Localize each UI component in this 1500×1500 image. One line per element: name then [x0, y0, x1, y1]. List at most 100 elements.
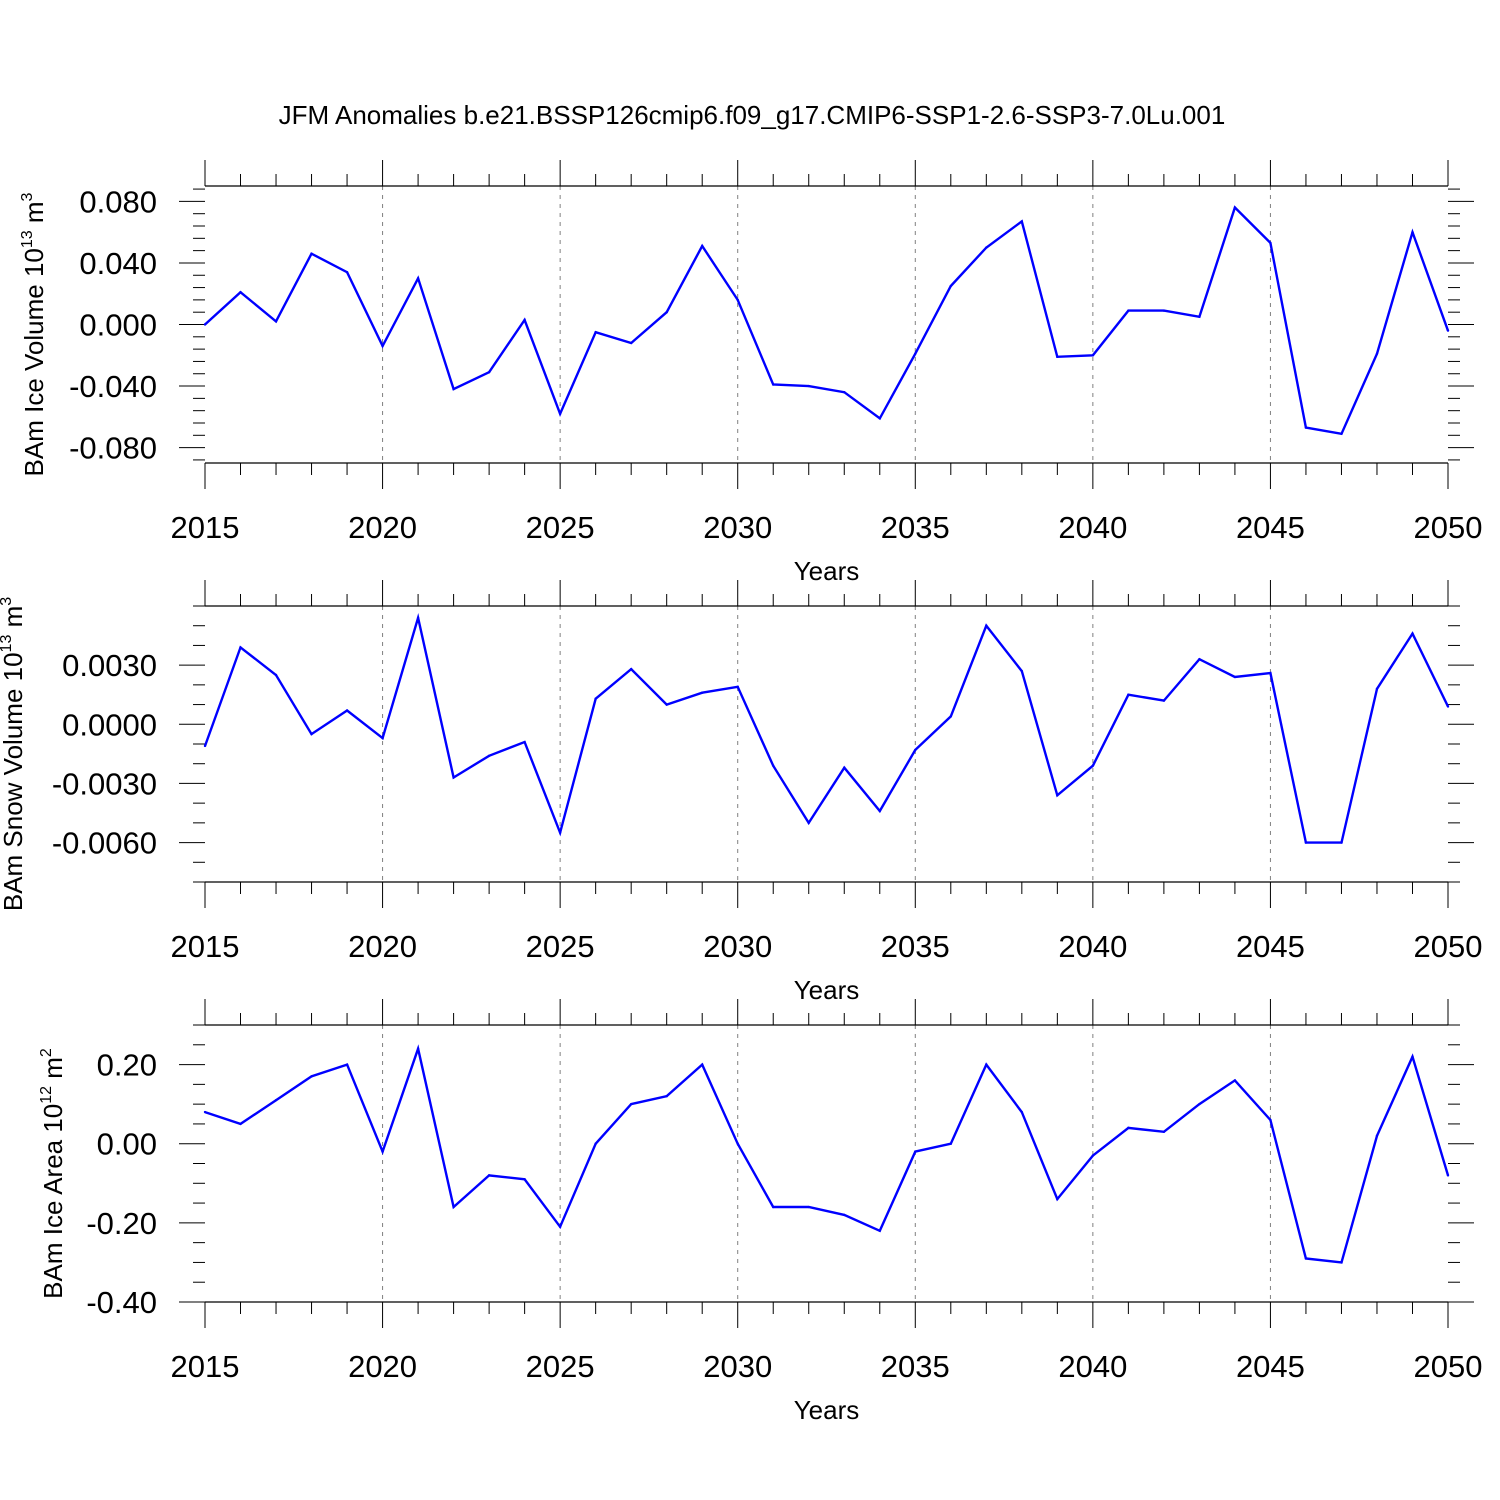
- series-line-ice-area: [204, 1044, 1450, 1264]
- data-point-2029: [701, 244, 704, 248]
- data-point-2038: [1020, 669, 1024, 673]
- data-point-2025: [558, 412, 562, 415]
- panel-ice-area: -0.40 -0.20 0.00 0.20 2015 2020 2025 2030 2035 20…: [38, 999, 1482, 1425]
- data-point-2021: [416, 616, 420, 620]
- x-tick-label: 2035: [881, 510, 950, 545]
- data-point-2036: [949, 284, 952, 288]
- data-point-2042: [1162, 1130, 1166, 1134]
- x-tick-label: 2050: [1414, 929, 1483, 964]
- data-point-2020: [381, 344, 384, 348]
- x-tick-label: 2045: [1236, 510, 1305, 545]
- y-tick-label: 0.00: [97, 1127, 157, 1162]
- x-tick-label: 2040: [1058, 510, 1127, 545]
- data-point-2018: [310, 252, 313, 255]
- figure-title: JFM Anomalies b.e21.BSSP126cmip6.f09_g17…: [279, 100, 1226, 130]
- data-point-2039: [1056, 355, 1059, 359]
- data-point-2032: [807, 821, 810, 825]
- data-point-2037: [985, 624, 988, 627]
- y-axis-title-unit: m: [38, 1057, 68, 1086]
- x-tick-label: 2030: [703, 929, 772, 964]
- data-point-2021: [416, 277, 420, 280]
- y-tick-label: -0.0060: [52, 826, 157, 861]
- x-axis-title: Years: [794, 1395, 860, 1425]
- x-tick-label: 2025: [526, 510, 595, 545]
- data-point-2025: [558, 1225, 562, 1229]
- x-tick-label: 2030: [703, 1349, 772, 1384]
- data-point-2019: [345, 1063, 349, 1066]
- data-point-2046: [1304, 841, 1308, 844]
- data-point-2044: [1233, 206, 1237, 209]
- data-point-2039: [1056, 794, 1059, 797]
- data-point-2043: [1198, 658, 1201, 661]
- y-axis-title-main: BAm Ice Area 10: [38, 1104, 68, 1299]
- data-point-2043: [1198, 315, 1201, 319]
- data-point-2048: [1375, 1134, 1379, 1138]
- data-point-2026: [594, 697, 597, 700]
- y-tick-label: -0.040: [69, 369, 157, 404]
- panel-ice-volume: -0.080 -0.040 0.000 0.040 0.080 2015 2020 2025 2…: [19, 160, 1482, 586]
- data-point-2021: [416, 1047, 420, 1050]
- data-point-2027: [629, 1102, 633, 1106]
- data-point-2016: [239, 290, 242, 294]
- data-point-2035: [914, 1150, 917, 1153]
- y-tick-label: 0.0030: [62, 648, 157, 683]
- data-point-2030: [736, 298, 739, 302]
- data-point-2028: [665, 1095, 668, 1098]
- data-point-2024: [523, 1178, 526, 1181]
- data-point-2046: [1304, 1257, 1308, 1260]
- data-point-2047: [1340, 432, 1343, 435]
- y-axis-title-unit-exponent: 3: [0, 597, 15, 606]
- data-point-2050: [1446, 329, 1450, 332]
- x-tick-label: 2015: [171, 929, 240, 964]
- data-point-2017: [274, 1098, 278, 1102]
- x-tick-label: 2040: [1058, 1349, 1127, 1384]
- data-point-2044: [1233, 1079, 1237, 1082]
- x-tick-label: 2015: [171, 510, 240, 545]
- data-point-2040: [1091, 764, 1095, 767]
- data-point-2020: [381, 736, 384, 740]
- data-point-2033: [843, 391, 846, 394]
- data-point-2026: [594, 1142, 597, 1145]
- data-point-2024: [523, 740, 526, 744]
- data-point-2038: [1020, 220, 1024, 223]
- data-point-2030: [736, 685, 739, 689]
- y-axis-title-unit-exponent: 3: [19, 192, 36, 201]
- y-tick-label: 0.000: [79, 308, 157, 343]
- data-point-2034: [878, 417, 881, 420]
- y-tick-label: -0.080: [69, 431, 157, 466]
- data-point-2042: [1162, 699, 1166, 702]
- data-point-2018: [310, 1075, 313, 1078]
- data-point-2019: [345, 709, 349, 712]
- data-point-2032: [807, 384, 810, 388]
- y-axis-title-unit-exponent: 2: [38, 1048, 55, 1057]
- data-point-2025: [558, 831, 562, 834]
- data-point-2048: [1375, 687, 1379, 690]
- data-point-2040: [1091, 1154, 1095, 1157]
- y-axis-title-exponent: 12: [38, 1086, 55, 1104]
- data-point-2043: [1198, 1102, 1201, 1106]
- series-line-snow-volume: [203, 613, 1450, 844]
- data-point-2020: [381, 1150, 384, 1153]
- data-point-2049: [1411, 632, 1414, 635]
- data-point-2044: [1233, 675, 1237, 679]
- data-point-2031: [772, 383, 775, 386]
- data-point-2042: [1162, 309, 1166, 312]
- data-point-2023: [487, 754, 491, 758]
- data-point-2035: [914, 748, 917, 752]
- x-tick-label: 2020: [348, 929, 417, 964]
- data-point-2036: [949, 1142, 952, 1145]
- data-point-2050: [1446, 1174, 1450, 1177]
- data-point-2015: [203, 744, 207, 748]
- data-point-2047: [1340, 1261, 1343, 1264]
- y-tick-label: 0.20: [97, 1048, 157, 1083]
- data-point-2031: [772, 1205, 775, 1209]
- y-axis-title: BAm Ice Volume 1013 m3: [19, 192, 49, 476]
- y-tick-label: -0.0030: [52, 766, 157, 801]
- series-line-ice-volume: [204, 205, 1450, 436]
- data-point-2022: [452, 776, 455, 779]
- data-point-2045: [1269, 241, 1272, 245]
- y-axis-title-main: BAm Snow Volume 10: [0, 652, 28, 911]
- data-point-2019: [345, 270, 349, 274]
- data-point-2037: [985, 1063, 988, 1066]
